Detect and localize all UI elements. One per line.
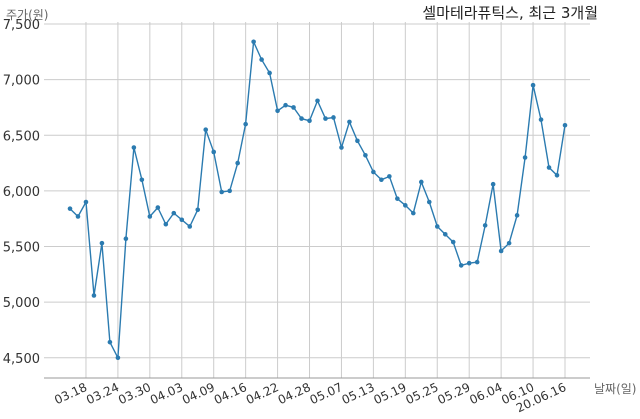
data-point	[307, 118, 312, 124]
data-point	[538, 117, 544, 122]
data-point	[299, 116, 304, 121]
y-tick-label: 7,500	[3, 18, 40, 33]
data-point	[474, 259, 480, 265]
x-tick-label: 06.04	[467, 380, 504, 407]
y-axis-label: 주가(원)	[6, 8, 49, 22]
data-point	[83, 199, 89, 205]
data-point	[211, 149, 217, 155]
data-point	[139, 177, 145, 183]
data-point	[562, 122, 568, 128]
data-point	[347, 119, 352, 125]
data-point	[99, 240, 105, 246]
x-tick-label: 05.25	[403, 380, 440, 407]
x-tick-label: 04.22	[244, 380, 281, 407]
data-point	[267, 70, 272, 76]
x-tick-label: 05.13	[340, 380, 377, 407]
x-tick-label: 03.18	[52, 380, 89, 407]
data-point	[442, 231, 448, 237]
data-point	[147, 214, 153, 219]
data-point	[458, 263, 464, 268]
data-point	[546, 165, 552, 170]
data-point	[251, 39, 256, 45]
x-tick-label: 04.09	[180, 380, 217, 407]
x-tick-label: 05.29	[435, 380, 472, 407]
data-point	[163, 221, 169, 227]
data-point	[363, 152, 368, 158]
data-point	[115, 355, 121, 361]
data-point	[203, 127, 209, 132]
data-point	[219, 189, 224, 195]
data-point	[291, 105, 296, 110]
data-point	[450, 239, 456, 245]
data-point	[123, 236, 129, 242]
y-tick-label: 7,000	[3, 74, 40, 89]
data-point	[506, 240, 512, 246]
data-point	[522, 155, 528, 160]
data-point	[514, 213, 520, 218]
data-point	[426, 199, 432, 205]
data-point	[195, 207, 201, 213]
data-point	[187, 224, 193, 229]
data-point	[75, 214, 81, 219]
x-tick-label: 04.03	[148, 380, 185, 407]
data-point	[434, 224, 440, 229]
data-point	[339, 145, 344, 150]
data-point	[107, 339, 113, 345]
data-point	[411, 210, 416, 216]
data-point	[259, 57, 264, 62]
data-point	[490, 181, 496, 187]
data-point	[283, 102, 288, 108]
data-point	[235, 160, 240, 166]
data-point	[403, 203, 408, 208]
x-axis-label: 날짜(일)	[594, 382, 637, 396]
y-tick-label: 4,500	[3, 352, 40, 367]
data-point	[355, 138, 360, 144]
data-point	[315, 98, 320, 104]
data-point	[179, 217, 185, 223]
x-tick-label: 03.24	[84, 380, 121, 407]
y-tick-label: 5,500	[3, 241, 40, 256]
chart-title: 셀마테라퓨틱스, 최근 3개월	[422, 4, 598, 22]
x-tick-label: 04.28	[276, 380, 313, 407]
data-point	[379, 177, 384, 183]
data-point	[243, 121, 248, 127]
x-tick-label: 03.30	[116, 380, 153, 407]
data-point	[171, 210, 177, 216]
data-point	[131, 145, 137, 150]
data-point	[371, 169, 376, 175]
data-point	[387, 174, 392, 179]
data-point	[227, 188, 232, 194]
x-tick-label: 04.16	[212, 380, 249, 407]
data-point	[67, 206, 73, 211]
y-tick-label: 6,000	[3, 185, 40, 200]
x-tick-label: 05.07	[308, 380, 345, 407]
x-tick-label: 05.19	[372, 380, 409, 407]
data-point	[395, 196, 400, 201]
data-point	[91, 293, 97, 298]
data-point	[466, 260, 472, 266]
y-tick-label: 6,500	[3, 129, 40, 144]
data-point	[498, 248, 504, 254]
data-point	[482, 223, 488, 228]
y-tick-label: 5,000	[3, 296, 40, 311]
data-point	[331, 115, 336, 120]
data-point	[530, 82, 536, 88]
data-point	[275, 108, 280, 114]
data-point	[554, 173, 560, 178]
data-point	[323, 116, 328, 121]
series-line	[69, 39, 566, 361]
data-point	[155, 205, 161, 210]
data-point	[418, 179, 424, 185]
